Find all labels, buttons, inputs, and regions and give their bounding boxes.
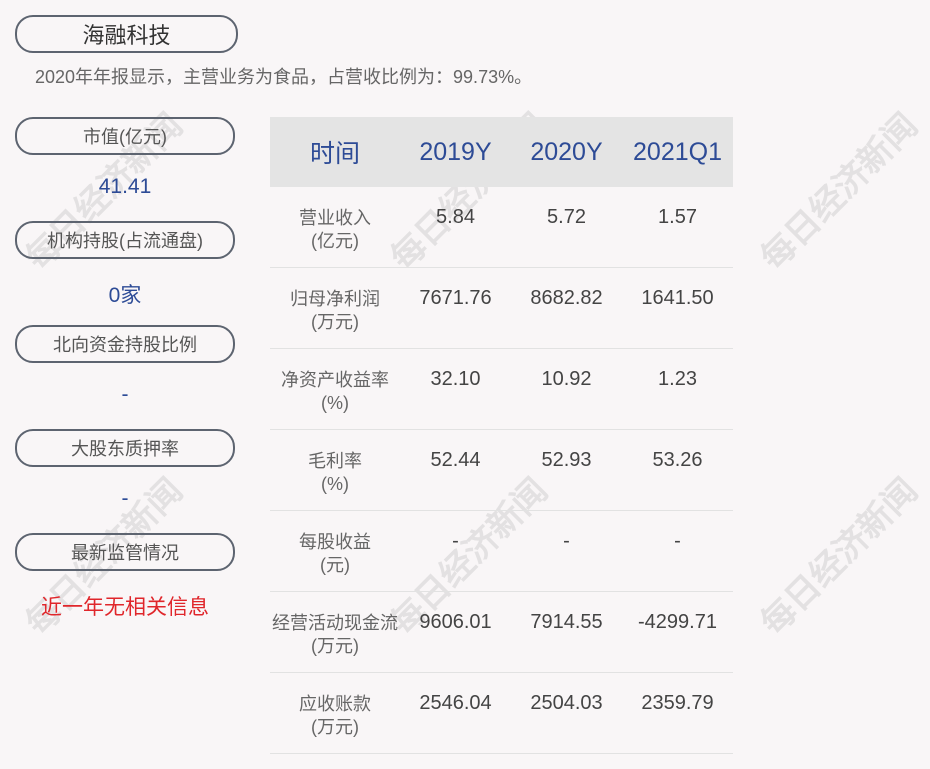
institution-holding-value: 0家 [108,284,142,307]
table-cell: 2504.03 [530,692,603,714]
row-label-unit: (元) [320,555,350,575]
header-cell: 2020Y [530,137,603,166]
pledge-rate-value: - [121,487,129,510]
watermark: 每日经济新闻 [753,471,926,643]
market-cap-value: 41.41 [98,175,152,198]
company-title: 海融科技 [15,15,238,53]
table-row: 经营活动现金流 (万元) 9606.01 7914.55 -4299.71 [270,592,733,673]
table-row: 应收账款 (万元) 2546.04 2504.03 2359.79 [270,673,733,754]
row-label-name: 应收账款 [299,694,371,714]
table-cell: 7671.76 [419,287,492,309]
summary-text: 2020年年报显示，主营业务为食品，占营收比例为：99.73%。 [35,67,533,87]
row-label-unit: (万元) [311,312,359,332]
table-cell: 52.93 [541,449,592,471]
header-cell: 2021Q1 [633,137,722,166]
table-cell: 1.23 [658,368,697,390]
financial-table: 时间 2019Y 2020Y 2021Q1 营业收入 (亿元) 5.84 5.72 1.… [270,117,733,754]
institution-holding-label: 机构持股(占流通盘) [15,221,235,259]
header-cell: 2019Y [419,137,492,166]
row-label: 营业收入 (亿元) [270,187,400,253]
northbound-label: 北向资金持股比例 [15,325,235,363]
table-header: 时间 2019Y 2020Y 2021Q1 [270,117,733,187]
table-cell: -4299.71 [638,611,717,633]
table-cell: - [674,530,681,552]
row-label: 经营活动现金流 (万元) [270,592,400,658]
table-cell: 2546.04 [419,692,492,714]
row-label: 归母净利润 (万元) [270,268,400,334]
market-cap-label: 市值(亿元) [15,117,235,155]
row-label-unit: (%) [321,474,349,494]
row-label-unit: (亿元) [311,231,359,251]
table-cell: 7914.55 [530,611,603,633]
row-label-name: 经营活动现金流 [272,613,398,633]
table-cell: 5.84 [436,206,475,228]
table-cell: 9606.01 [419,611,492,633]
northbound-value: - [121,383,129,406]
row-label: 净资产收益率 (%) [270,349,400,415]
row-label: 应收账款 (万元) [270,673,400,739]
row-label-name: 净资产收益率 [281,370,389,390]
row-label-name: 归母净利润 [290,289,380,309]
row-label-name: 每股收益 [299,532,371,552]
regulation-label: 最新监管情况 [15,533,235,571]
table-row: 营业收入 (亿元) 5.84 5.72 1.57 [270,187,733,268]
regulation-value: 近一年无相关信息 [41,596,209,619]
table-cell: 2359.79 [641,692,714,714]
row-label-unit: (万元) [311,717,359,737]
table-cell: 5.72 [547,206,586,228]
row-label-name: 营业收入 [299,208,371,228]
table-cell: 10.92 [541,368,592,390]
table-cell: 1.57 [658,206,697,228]
header-cell: 时间 [309,140,360,168]
row-label-name: 毛利率 [308,451,362,471]
row-label: 毛利率 (%) [270,430,400,496]
watermark: 每日经济新闻 [753,106,926,278]
table-row: 毛利率 (%) 52.44 52.93 53.26 [270,430,733,511]
table-row: 归母净利润 (万元) 7671.76 8682.82 1641.50 [270,268,733,349]
table-row: 净资产收益率 (%) 32.10 10.92 1.23 [270,349,733,430]
table-cell: - [452,530,459,552]
table-cell: 1641.50 [641,287,714,309]
table-cell: 52.44 [430,449,481,471]
table-cell: 8682.82 [530,287,603,309]
table-cell: - [563,530,570,552]
row-label-unit: (%) [321,393,349,413]
row-label-unit: (万元) [311,636,359,656]
pledge-rate-label: 大股东质押率 [15,429,235,467]
row-label: 每股收益 (元) [270,511,400,577]
table-cell: 32.10 [430,368,481,390]
table-cell: 53.26 [652,449,703,471]
table-row: 每股收益 (元) - - - [270,511,733,592]
